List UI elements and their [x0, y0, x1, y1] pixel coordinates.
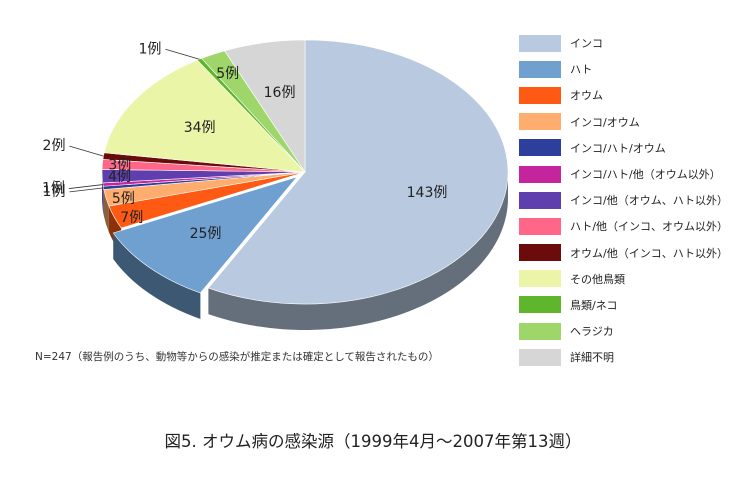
legend-label: インコ/他（オウム、ハト以外）	[570, 194, 729, 208]
sample-size-note: N=247（報告例のうち、動物等からの感染が推定または確定として報告されたもの）	[35, 351, 439, 363]
pie-slice-side	[103, 189, 109, 233]
legend-swatch	[519, 244, 561, 262]
legend-item: インコ	[519, 30, 744, 56]
legend-label: 鳥類/ネコ	[570, 298, 618, 312]
data-label: 16例	[264, 85, 296, 101]
legend-label: オウム	[570, 89, 603, 103]
leader-line	[68, 184, 103, 189]
legend-item: オウム	[519, 82, 744, 108]
legend-label: インコ/ハト/他（オウム以外）	[570, 168, 721, 182]
legend-label: ヘラジカ	[570, 325, 614, 339]
legend-item: インコ/ハト/オウム	[519, 135, 744, 161]
data-label: 1例	[139, 41, 162, 57]
legend-label: インコ/ハト/オウム	[570, 141, 666, 155]
leader-line	[69, 187, 104, 193]
legend-swatch	[519, 270, 561, 288]
data-label: 1例	[43, 184, 66, 200]
pie-slice-side	[113, 232, 201, 320]
pie-slice	[207, 39, 509, 305]
legend-swatch	[519, 322, 561, 340]
pie-slices	[101, 39, 509, 305]
data-label: 34例	[184, 120, 216, 136]
legend-item: ハト/他（インコ、オウム以外）	[519, 213, 744, 239]
legend-item: オウム/他（インコ、ハト以外）	[519, 240, 744, 266]
legend-item: インコ/ハト/他（オウム以外）	[519, 161, 744, 187]
legend-label: ハト	[570, 63, 593, 77]
label-leader-lines	[68, 48, 200, 193]
data-label: 2例	[43, 138, 66, 154]
pie-slice-side	[102, 172, 103, 209]
leader-line	[165, 48, 200, 60]
data-label: 4例	[108, 169, 131, 185]
legend-swatch	[519, 348, 561, 366]
data-label: 1例	[42, 181, 65, 197]
legend-item: 鳥類/ネコ	[519, 292, 744, 318]
data-label: 7例	[120, 210, 143, 226]
legend-label: ハト/他（インコ、オウム以外）	[570, 220, 729, 234]
pie-slice-side	[103, 186, 104, 216]
legend-item: 詳細不明	[519, 344, 744, 370]
legend-swatch	[519, 113, 561, 131]
data-label: 5例	[216, 66, 239, 82]
data-label: 25例	[190, 226, 222, 242]
legend-swatch	[519, 60, 561, 78]
data-label: 143例	[407, 185, 448, 201]
legend-swatch	[519, 34, 561, 52]
legend-swatch	[519, 217, 561, 235]
legend-item: ヘラジカ	[519, 318, 744, 344]
legend-label: インコ/オウム	[570, 115, 640, 129]
legend-swatch	[519, 139, 561, 157]
pie-slice-side	[208, 172, 508, 331]
legend-label: インコ	[570, 37, 603, 51]
pie-slice	[224, 39, 306, 173]
chart-title: 図5. オウム病の感染源（1999年4月～2007年第13週）	[164, 432, 582, 451]
legend-swatch	[519, 296, 561, 314]
legend-item: インコ/他（オウム、ハト以外）	[519, 187, 744, 213]
legend-label: 詳細不明	[570, 351, 614, 365]
legend-swatch	[519, 191, 561, 209]
legend-item: インコ/オウム	[519, 109, 744, 135]
legend-label: その他鳥類	[570, 272, 625, 286]
leader-line	[69, 145, 104, 157]
legend-swatch	[519, 86, 561, 104]
data-label: 5例	[112, 191, 135, 207]
legend-item: ハト	[519, 56, 744, 82]
pie-slice	[112, 176, 298, 294]
legend-item: その他鳥類	[519, 266, 744, 292]
legend-label: オウム/他（インコ、ハト以外）	[570, 246, 729, 260]
pie-sides	[102, 172, 508, 331]
pie-slice	[103, 59, 306, 173]
legend-swatch	[519, 165, 561, 183]
data-label: 3例	[108, 157, 131, 173]
legend: インコハトオウムインコ/オウムインコ/ハト/オウムインコ/ハト/他（オウム以外）…	[519, 30, 744, 370]
